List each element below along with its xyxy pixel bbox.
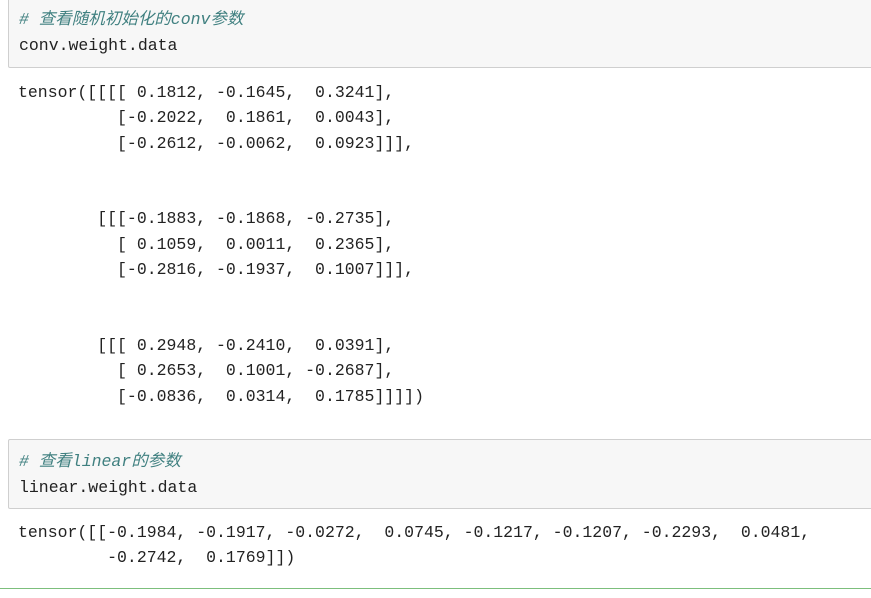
selected-cell-border [0, 588, 871, 589]
code-comment: # 查看随机初始化的conv参数 [19, 10, 244, 29]
cell-output-1: tensor([[[[ 0.1812, -0.1645, 0.3241], [-… [18, 83, 424, 406]
code-cell-input-1[interactable]: # 查看随机初始化的conv参数 conv.weight.data [8, 0, 871, 68]
code-cell-input-2[interactable]: # 查看linear的参数 linear.weight.data [8, 439, 871, 509]
cell-output-2: tensor([[-0.1984, -0.1917, -0.0272, 0.07… [18, 523, 811, 568]
code-comment: # 查看linear的参数 [19, 452, 181, 471]
code-line: conv.weight.data [19, 36, 178, 55]
code-line: linear.weight.data [19, 478, 198, 497]
